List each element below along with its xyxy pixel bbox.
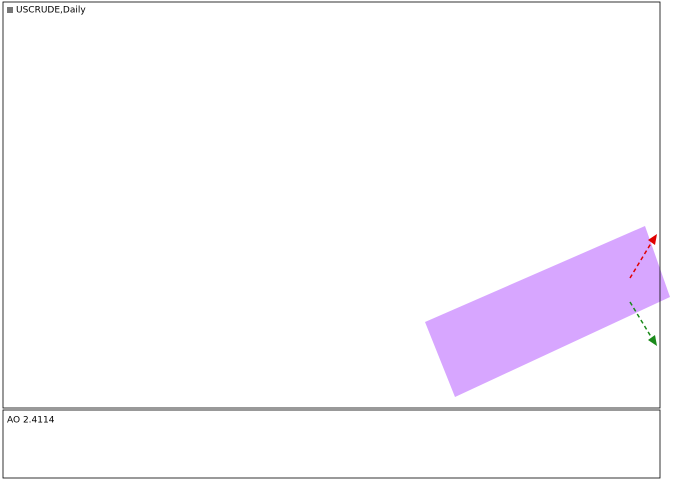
down-arrow-head: [648, 335, 657, 346]
down-arrow: [629, 301, 654, 341]
channel: [425, 226, 670, 397]
chart-title: USCRUDE,Daily: [16, 6, 86, 16]
ao-title: AO 2.4114: [7, 416, 55, 426]
main-frame: [2, 1, 661, 409]
up-arrow: [629, 239, 654, 279]
axes: USCRUDE,Daily AO 2.4114: [2, 1, 661, 479]
symbol-icon: [7, 7, 13, 13]
overlay: [425, 226, 670, 397]
ao-frame: [2, 409, 661, 479]
up-arrow-head: [648, 234, 657, 245]
